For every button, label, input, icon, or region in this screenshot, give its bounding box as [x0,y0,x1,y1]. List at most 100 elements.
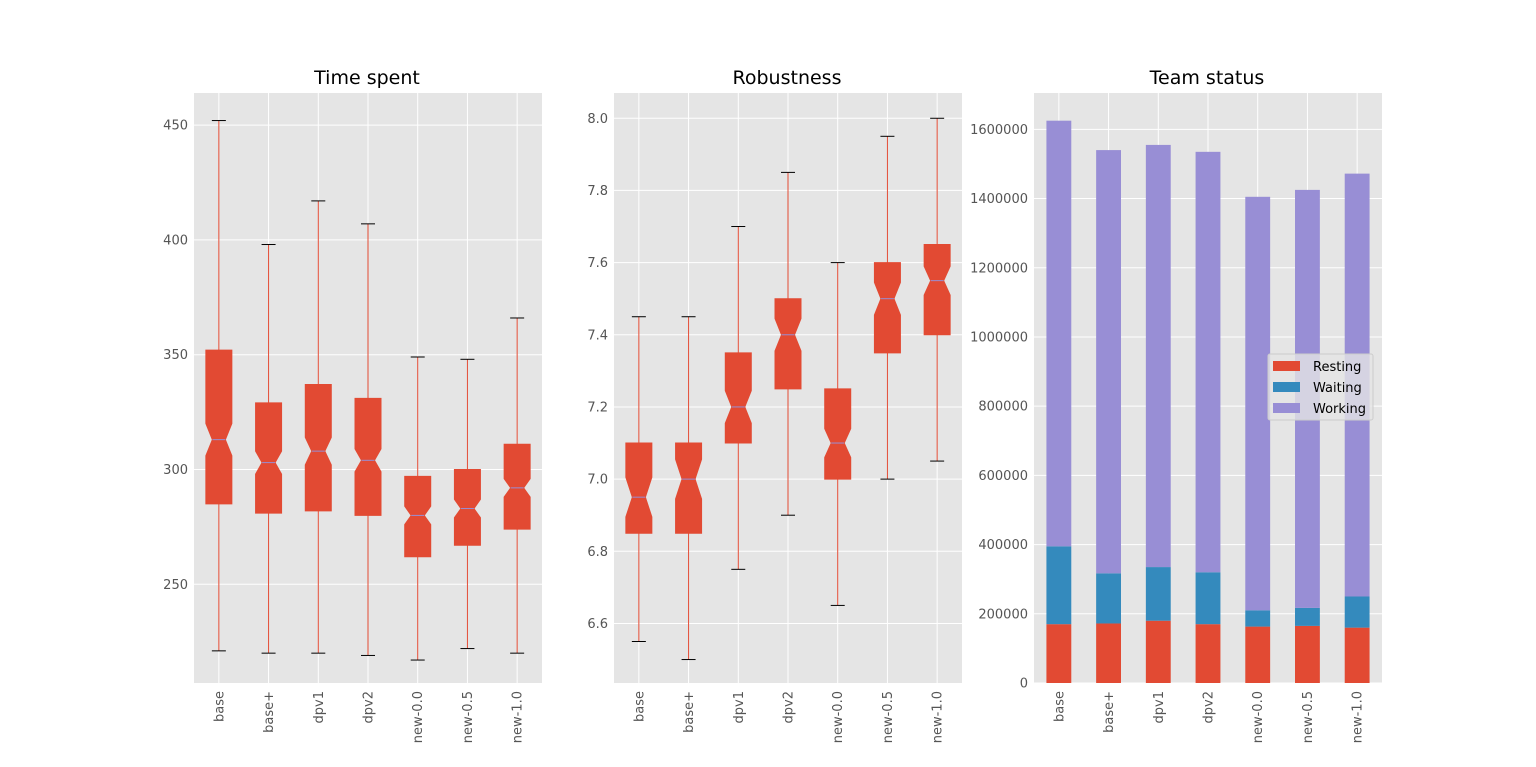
bar-working-base [1046,120,1072,547]
y-tick-label: 8.0 [587,112,608,127]
notched-box [354,397,382,516]
bar-waiting-base+ [1096,573,1121,624]
y-tick-label: 7.2 [587,400,608,415]
y-tick-label: 7.4 [587,328,608,343]
bar-resting-base [1046,624,1072,683]
time-spent-chart: 250 300 350 400 450 base base+ dpv1 dpv2 new-0.0 n… [163,67,542,743]
legend-label-working: Working [1313,402,1366,417]
bar-waiting-base [1046,546,1072,625]
x-tick-label: new-1.0 [931,691,946,743]
legend-label-resting: Resting [1313,360,1361,375]
bar-working-dpv2 [1195,151,1221,573]
box-new-1.0 [503,317,531,654]
bar-waiting-dpv2 [1195,572,1221,625]
notched-box [503,443,531,530]
y-tick-label: 800000 [978,400,1028,415]
notched-box [255,402,283,514]
x-tick-label: base [1052,691,1067,722]
bar-resting-new-0.5 [1295,625,1320,683]
x-tick-label: dpv1 [732,691,747,723]
x-tick-label: new-1.0 [511,691,526,743]
x-tick-label: new-0.5 [461,691,476,743]
box-dpv1 [724,226,752,570]
y-tick-label: 1400000 [970,192,1028,207]
y-tick-label: 6.8 [587,545,608,560]
x-tick-label: base [632,691,647,722]
notched-box [824,388,852,480]
bar-working-dpv1 [1145,144,1171,568]
y-tick-label: 350 [163,348,188,363]
y-tick-label: 7.8 [587,184,608,199]
box-new-0.0 [404,356,432,661]
legend: Resting Waiting Working [1267,353,1374,421]
bar-waiting-new-1.0 [1344,596,1370,628]
box-base [205,120,233,652]
box-base+ [255,244,283,654]
notched-box [873,262,901,354]
notched-box [453,468,481,546]
box-base+ [675,316,703,661]
bar-resting-dpv2 [1195,624,1221,683]
x-tick-label: base+ [682,691,697,733]
robustness-chart: 6.6 6.8 7.0 7.2 7.4 7.6 7.8 8.0 base base+ dpv1 dpv… [587,67,962,743]
y-tick-label: 7.6 [587,256,608,271]
box-dpv1 [304,200,332,654]
y-tick-label: 300 [163,463,188,478]
box-new-0.5 [873,135,901,480]
x-tick-label: base+ [262,691,277,733]
notched-box [404,475,432,558]
team-status-title: Team status [1149,67,1265,89]
x-tick-label: dpv1 [1152,691,1167,723]
box-base [625,316,653,643]
x-tick-label: new-0.0 [831,691,846,743]
notched-box [675,442,703,534]
bar-waiting-dpv1 [1145,567,1171,621]
bar-resting-base+ [1096,623,1121,683]
x-tick-label: new-0.5 [1301,691,1316,743]
notched-box [774,298,802,390]
legend-swatch-resting [1273,361,1300,371]
notched-box [724,352,752,444]
y-tick-label: 0 [1020,677,1028,692]
bar-working-base+ [1096,150,1121,574]
y-tick-label: 200000 [978,607,1028,622]
x-tick-label: dpv1 [312,691,327,723]
y-tick-label: 600000 [978,469,1028,484]
box-dpv2 [354,223,382,656]
box-new-0.5 [453,358,481,650]
bar-waiting-new-0.0 [1245,610,1271,627]
y-tick-label: 1200000 [970,261,1028,276]
box-new-0.0 [824,262,852,606]
notched-box [304,384,332,512]
bar-resting-dpv1 [1145,620,1171,683]
legend-swatch-working [1273,403,1300,413]
notched-box [923,244,951,336]
y-tick-label: 7.0 [587,473,608,488]
bar-resting-new-0.0 [1245,626,1271,683]
bar-resting-new-1.0 [1344,627,1370,683]
y-tick-label: 250 [163,578,188,593]
y-tick-label: 1600000 [970,123,1028,138]
y-tick-label: 1000000 [970,330,1028,345]
box-dpv2 [774,171,802,516]
y-tick-label: 400 [163,233,188,248]
legend-label-waiting: Waiting [1313,381,1362,396]
x-tick-label: base+ [1102,691,1117,733]
notched-box [625,442,653,534]
x-tick-label: dpv2 [362,691,377,723]
bar-working-new-0.0 [1245,196,1271,611]
notched-box [205,349,233,505]
legend-swatch-waiting [1273,382,1300,392]
x-tick-label: new-1.0 [1351,691,1366,743]
x-tick-label: new-0.0 [411,691,426,743]
robustness-title: Robustness [733,67,842,89]
bar-waiting-new-0.5 [1295,607,1320,626]
y-tick-label: 450 [163,119,188,134]
x-tick-label: base [212,691,227,722]
y-tick-label: 6.6 [587,617,608,632]
x-tick-label: new-0.5 [881,691,896,743]
y-tick-label: 400000 [978,538,1028,553]
x-tick-label: new-0.0 [1251,691,1266,743]
x-tick-label: dpv2 [1202,691,1217,723]
